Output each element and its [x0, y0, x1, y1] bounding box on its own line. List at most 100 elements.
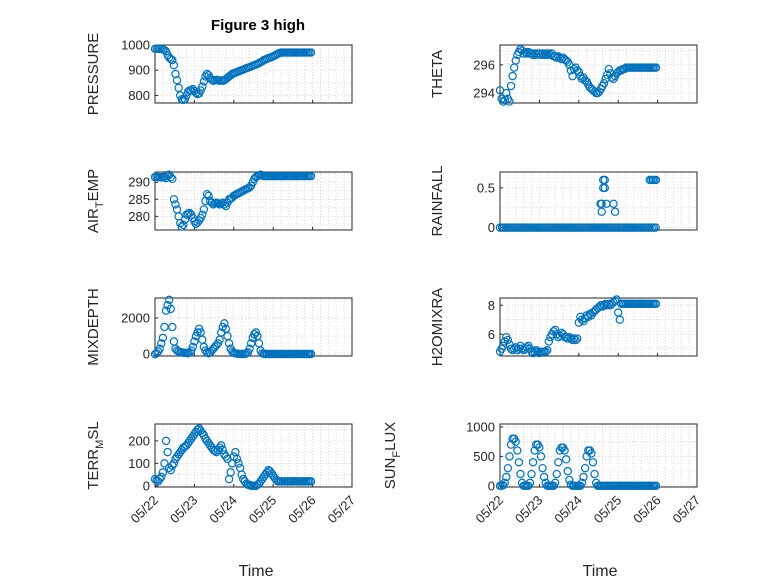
data-point: [198, 210, 207, 219]
subplot-air_temp: 280 285 290 AIRTEMP: [85, 169, 353, 233]
data-point: [158, 333, 168, 343]
data-point: [539, 472, 549, 482]
data-point: [169, 195, 179, 204]
data-point: [514, 458, 524, 467]
axes-box: [499, 297, 698, 357]
y-tick-label: 0.5: [477, 180, 495, 195]
data-point: [199, 205, 209, 214]
data-point: [226, 468, 235, 477]
axes-box: [499, 44, 698, 104]
data-point: [525, 478, 535, 488]
subplot-h2omixra: 6 8 H2OMIXRA: [429, 288, 698, 366]
y-axis-label: THETA: [429, 50, 446, 98]
data-point: [160, 322, 169, 332]
data-point: [160, 459, 169, 468]
data-point: [590, 469, 599, 479]
subplot-mixdepth: 0 2000 MIXDEPTH: [85, 288, 353, 366]
data-point: [516, 469, 525, 479]
data-point: [550, 478, 560, 488]
data-point: [224, 339, 234, 348]
data-point: [169, 337, 179, 346]
data-point: [610, 207, 620, 216]
data-point: [174, 83, 183, 93]
data-point: [588, 458, 598, 467]
data-point: [506, 81, 516, 91]
data-point: [254, 339, 264, 348]
x-tick-label: 05/23: [167, 493, 201, 527]
data-point: [168, 322, 177, 332]
data-point: [614, 308, 623, 317]
data-point: [155, 344, 164, 353]
data-point: [563, 334, 572, 343]
data-point: [544, 337, 554, 346]
data-point: [213, 199, 223, 208]
y-tick-label: 0: [488, 478, 495, 493]
y-tick-label: 500: [473, 449, 495, 464]
data-point: [651, 299, 661, 308]
data-point: [505, 97, 514, 106]
data-point: [597, 199, 606, 208]
data-point: [498, 481, 508, 490]
data-point: [171, 69, 180, 79]
data-point: [503, 335, 513, 345]
data-point: [196, 86, 205, 95]
data-point: [235, 463, 245, 473]
data-point: [177, 222, 186, 231]
data-point: [245, 344, 254, 353]
y-axis-label: PRESSURE: [85, 33, 102, 116]
data-point: [536, 50, 546, 60]
data-point: [563, 466, 572, 476]
data-point: [506, 344, 516, 353]
data-point: [155, 474, 164, 484]
y-tick-label: 900: [128, 63, 150, 78]
x-tick-label: 05/24: [551, 493, 585, 527]
y-tick-label: 1000: [466, 419, 495, 434]
axes-box: [499, 171, 698, 231]
x-tick-label: 05/23: [512, 493, 546, 527]
y-tick-label: 0: [143, 347, 150, 362]
subplot-sun_flux: 0 500 1000 05/22 05/23 05/24 05/25 05/26 05/27 SU…: [382, 419, 703, 526]
data-point: [609, 199, 618, 208]
x-tick-label: 05/27: [325, 493, 359, 527]
data-point: [234, 459, 243, 468]
data-point: [573, 334, 582, 343]
data-point: [522, 49, 531, 58]
x-axis-label-right: Time: [583, 563, 618, 580]
data-point: [224, 474, 234, 484]
data-point: [597, 207, 606, 216]
data-point: [535, 443, 544, 452]
data-point: [528, 50, 538, 60]
data-point: [306, 48, 316, 57]
x-tick-label: 05/27: [670, 493, 704, 527]
data-point: [600, 183, 610, 193]
subplot-theta: 294 296 THETA: [429, 44, 698, 106]
figure-title: Figure 3 high: [211, 17, 305, 34]
data-point: [207, 198, 216, 207]
data-point: [596, 301, 606, 310]
data-point: [169, 459, 179, 468]
subplot-terr_msl: 0 100 200 05/22 05/23 05/24 05/25 05/26 05/27 TER…: [85, 421, 358, 526]
data-point: [571, 335, 580, 345]
data-point: [204, 191, 213, 201]
y-tick-label: 6: [488, 327, 495, 342]
data-point: [505, 452, 514, 461]
data-point: [232, 454, 242, 464]
data-point: [168, 55, 177, 65]
subplot-pressure: 800 900 1000 PRESSURE: [85, 33, 353, 116]
data-point: [600, 175, 610, 185]
y-tick-label: 800: [128, 88, 150, 103]
data-point: [538, 49, 547, 58]
data-point: [521, 47, 530, 57]
data-point: [527, 347, 536, 356]
data-point: [498, 97, 508, 106]
data-point: [651, 481, 661, 491]
data-point: [552, 469, 561, 479]
x-tick-label: 05/24: [206, 493, 240, 527]
y-axis-label: TERRMSL: [85, 421, 106, 489]
data-point: [171, 200, 180, 209]
y-tick-label: 100: [128, 456, 150, 471]
data-point: [535, 49, 544, 58]
data-point: [527, 49, 536, 58]
subplot-rainfall: 0 0.5 RAINFALL: [429, 166, 698, 236]
